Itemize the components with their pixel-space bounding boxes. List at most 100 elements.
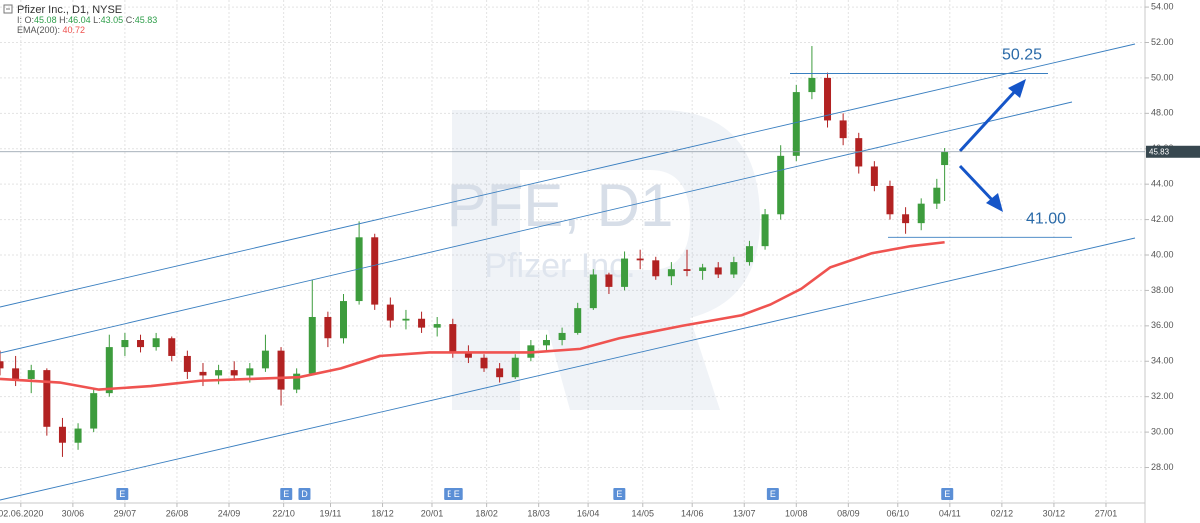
candle-body — [933, 187, 941, 204]
candle-body — [230, 370, 238, 376]
logo — [452, 110, 760, 410]
candle-body — [621, 258, 629, 287]
candle-body — [792, 92, 800, 156]
candle-body — [386, 304, 394, 321]
candle-body — [418, 318, 426, 328]
x-tick-label: 30/06 — [62, 508, 85, 518]
candle-body — [730, 262, 738, 275]
candle-body — [183, 355, 191, 372]
ema-line — [0, 240, 945, 391]
x-tick-label: 08/09 — [837, 508, 860, 518]
candle-body — [58, 426, 66, 443]
legend-name: EMA(200): — [17, 25, 60, 35]
channel-line — [0, 43, 1136, 308]
candle-body — [480, 357, 488, 369]
candle-body — [745, 246, 753, 263]
ohlc-value: 45.83 — [135, 15, 158, 25]
channel-line — [0, 101, 1073, 354]
candle-body — [199, 371, 207, 376]
candle-body — [402, 318, 410, 321]
event-marker[interactable] — [116, 488, 129, 500]
candle-body — [433, 324, 441, 328]
event-label: E — [447, 489, 453, 499]
ohlc-value: 46.04 — [68, 15, 91, 25]
candle-body — [542, 340, 550, 346]
candle-body — [464, 352, 472, 358]
channel-line — [0, 237, 1136, 501]
candle-body — [121, 340, 129, 348]
arrow-head — [986, 193, 1003, 212]
x-tick-label: 24/09 — [218, 508, 241, 518]
candle-body — [277, 350, 285, 390]
level-label: 50.25 — [1002, 47, 1042, 64]
plot — [0, 46, 949, 457]
candle-body — [293, 373, 301, 390]
candle-body — [917, 203, 925, 224]
y-tick-label: 28.00 — [1151, 462, 1174, 472]
candle-body — [558, 332, 566, 341]
candle-body — [941, 151, 949, 166]
event-marker[interactable] — [450, 488, 463, 500]
x-tick-label: 26/08 — [166, 508, 189, 518]
candle-body — [636, 258, 644, 261]
x-tick-label: 18/03 — [527, 508, 550, 518]
candle-body — [511, 357, 519, 378]
grid — [0, 0, 1145, 503]
event-marker[interactable] — [280, 488, 293, 500]
ema-legend: EMA(200): 40.72 — [17, 25, 85, 35]
trend-channel — [0, 43, 1136, 501]
y-tick-label: 52.00 — [1151, 37, 1174, 47]
candle-body — [574, 308, 582, 333]
y-tick-label: 38.00 — [1151, 285, 1174, 295]
candle-body — [371, 237, 379, 305]
event-marker[interactable] — [298, 488, 311, 500]
price-tag — [1146, 145, 1200, 158]
ohlc-label: C: — [126, 15, 135, 25]
event-label: E — [119, 489, 125, 499]
header: Pfizer Inc., D1, NYSE I: O:45.08 H:46.04… — [3, 4, 158, 35]
candle-body — [12, 368, 20, 379]
candle-body — [824, 77, 832, 121]
ohlc-value: 43.05 — [101, 15, 124, 25]
event-marker[interactable] — [613, 488, 626, 500]
arrow-up — [958, 86, 1020, 153]
x-tick-label: 16/04 — [577, 508, 600, 518]
candle-body — [168, 338, 176, 356]
candle-body — [761, 214, 769, 247]
candle-body — [683, 269, 691, 271]
event-label: E — [616, 489, 622, 499]
candle-body — [714, 267, 722, 275]
forecast-arrows — [958, 79, 1026, 212]
x-tick-label: 14/05 — [631, 508, 654, 518]
watermark-logo — [452, 110, 760, 410]
candle-body — [340, 301, 347, 339]
event-marker[interactable] — [766, 488, 779, 500]
legend-value: 40.72 — [63, 25, 86, 35]
info-label: I: — [17, 15, 22, 25]
collapse-icon[interactable] — [3, 4, 13, 14]
y-tick-label: 54.00 — [1151, 1, 1174, 11]
y-tick-label: 40.00 — [1151, 249, 1174, 259]
event-label: E — [770, 489, 776, 499]
candle-body — [324, 316, 332, 339]
event-label: E — [454, 489, 460, 499]
candle-body — [886, 185, 894, 215]
candle-body — [261, 350, 269, 369]
x-tick-label: 06/10 — [887, 508, 910, 518]
candle-body — [667, 269, 675, 277]
x-tick-label: 19/11 — [320, 508, 342, 518]
y-tick-label: 36.00 — [1151, 320, 1174, 330]
chart-title: Pfizer Inc., D1, NYSE — [17, 4, 122, 16]
x-tick-label: 18/12 — [371, 508, 394, 518]
candle-body — [870, 166, 878, 186]
ohlc-label: L: — [93, 15, 101, 25]
candle-body — [246, 368, 254, 376]
event-marker[interactable] — [941, 488, 954, 500]
candle-body — [652, 260, 660, 277]
x-tick-label: 20/01 — [421, 508, 444, 518]
candle-body — [777, 155, 785, 215]
x-tick-label: 13/07 — [733, 508, 756, 518]
arrow-down — [958, 164, 998, 206]
